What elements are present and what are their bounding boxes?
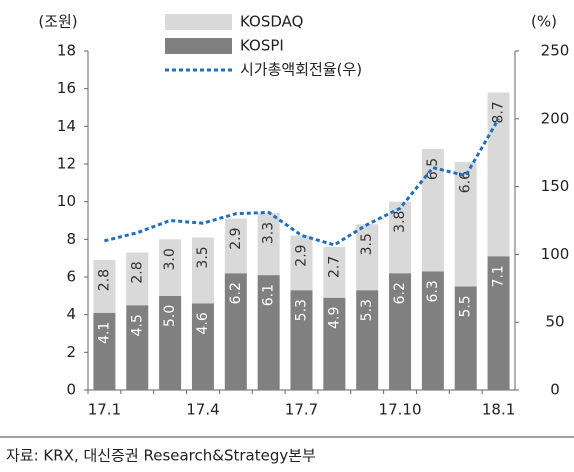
value-label: 3.3 (261, 222, 277, 244)
bar (323, 297, 346, 390)
value-label: 2.9 (294, 244, 310, 266)
bar (290, 290, 313, 390)
y-tick-label: 16 (57, 79, 76, 97)
y-tick-label: 12 (57, 155, 76, 173)
value-label: 3.5 (359, 233, 375, 255)
bar (224, 218, 247, 274)
value-label: 5.3 (359, 299, 375, 321)
bar (356, 290, 379, 390)
y2-tick-label: 50 (545, 313, 564, 331)
x-tick-label: 17.1 (88, 401, 121, 419)
y-unit: (조원) (38, 13, 77, 31)
bar (257, 275, 280, 390)
y-tick-label: 2 (66, 343, 76, 361)
value-label: 5.0 (162, 305, 178, 327)
bar (421, 271, 444, 390)
bar (93, 260, 116, 313)
bar (487, 256, 510, 390)
value-label: 4.1 (96, 322, 112, 344)
value-label: 2.8 (129, 261, 145, 283)
y2-tick-label: 100 (541, 245, 570, 263)
value-label: 6.1 (261, 284, 277, 306)
bar (290, 235, 313, 291)
y-tick-label: 8 (66, 230, 76, 248)
bar (454, 162, 477, 287)
y2-tick-label: 150 (541, 177, 570, 195)
bar (487, 92, 510, 257)
value-label: 4.6 (195, 312, 211, 334)
y-tick-label: 14 (57, 117, 76, 135)
bar (323, 246, 346, 298)
x-tick-label: 17.7 (285, 401, 318, 419)
x-tick-label: 18.1 (482, 401, 515, 419)
y-tick-label: 6 (66, 268, 76, 286)
value-label: 3.5 (195, 246, 211, 268)
bar (159, 295, 182, 390)
y2-tick-label: 0 (550, 381, 560, 399)
value-label: 5.5 (458, 295, 474, 317)
value-label: 5.3 (294, 299, 310, 321)
value-label: 2.7 (326, 256, 342, 278)
legend-label: 시가총액회전율(우) (240, 61, 362, 79)
legend-label: KOSPI (240, 37, 284, 55)
value-label: 4.9 (326, 307, 342, 329)
bar (389, 201, 412, 274)
bar (389, 273, 412, 390)
y2-unit: (%) (531, 13, 557, 31)
legend-label: KOSDAQ (240, 13, 303, 31)
legend-swatch (165, 38, 232, 54)
value-label: 6.6 (458, 171, 474, 193)
x-tick-label: 17.10 (379, 401, 422, 419)
y2-tick-label: 250 (541, 42, 570, 60)
value-label: 7.1 (491, 265, 507, 287)
x-tick-label: 17.4 (186, 401, 219, 419)
value-label: 3.8 (392, 211, 408, 233)
bar (126, 305, 149, 390)
value-label: 6.2 (228, 282, 244, 304)
bar (224, 273, 247, 390)
value-label: 2.8 (96, 269, 112, 291)
value-label: 4.5 (129, 314, 145, 336)
bar (454, 286, 477, 390)
bar (421, 148, 444, 272)
bar (191, 237, 214, 304)
value-label: 6.2 (392, 282, 408, 304)
value-label: 8.7 (491, 101, 507, 123)
source: 자료: KRX, 대신증권 Research&Strategy본부 (6, 447, 316, 465)
y-tick-label: 10 (57, 192, 76, 210)
y-tick-label: 18 (57, 42, 76, 60)
legend-swatch (165, 14, 232, 30)
value-label: 2.9 (228, 227, 244, 249)
y-tick-label: 4 (66, 305, 76, 323)
bar (159, 239, 182, 296)
y-tick-label: 0 (66, 381, 76, 399)
bar (257, 212, 280, 276)
bar (93, 312, 116, 390)
y2-tick-label: 200 (541, 109, 570, 127)
bar (126, 252, 149, 306)
bar (356, 224, 379, 291)
bar (191, 303, 214, 390)
value-label: 3.0 (162, 248, 178, 270)
value-label: 6.3 (425, 280, 441, 302)
